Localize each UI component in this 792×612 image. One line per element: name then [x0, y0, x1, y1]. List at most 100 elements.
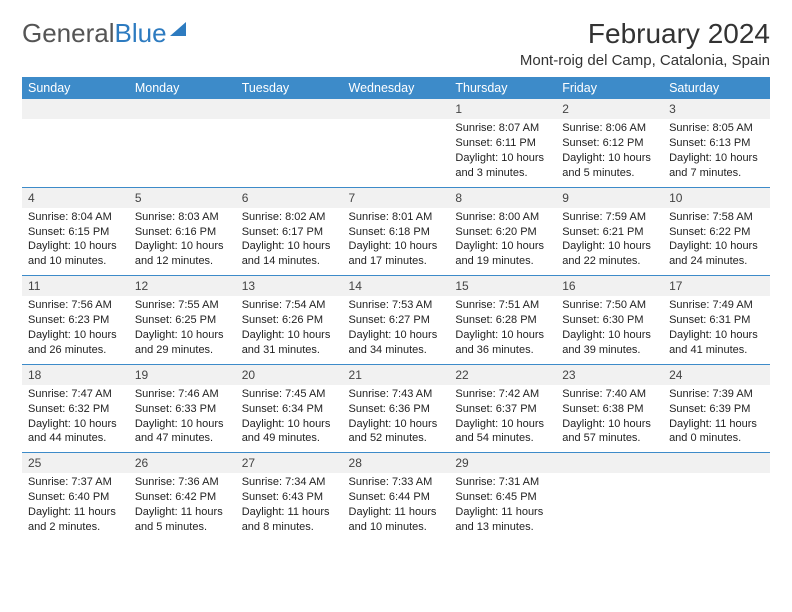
calendar-day-cell: 22Sunrise: 7:42 AMSunset: 6:37 PMDayligh…: [449, 364, 556, 453]
daylight-text: Daylight: 11 hours and 0 minutes.: [669, 417, 764, 447]
calendar-week-row: 11Sunrise: 7:56 AMSunset: 6:23 PMDayligh…: [22, 276, 770, 365]
calendar-week-row: 4Sunrise: 8:04 AMSunset: 6:15 PMDaylight…: [22, 187, 770, 276]
calendar-day-cell: 14Sunrise: 7:53 AMSunset: 6:27 PMDayligh…: [343, 276, 450, 365]
sunset-text: Sunset: 6:30 PM: [562, 313, 657, 328]
calendar-day-cell: 7Sunrise: 8:01 AMSunset: 6:18 PMDaylight…: [343, 187, 450, 276]
calendar-week-row: 18Sunrise: 7:47 AMSunset: 6:32 PMDayligh…: [22, 364, 770, 453]
daylight-text: Daylight: 11 hours and 5 minutes.: [135, 505, 230, 535]
sunset-text: Sunset: 6:15 PM: [28, 225, 123, 240]
calendar-day-cell: 9Sunrise: 7:59 AMSunset: 6:21 PMDaylight…: [556, 187, 663, 276]
sunset-text: Sunset: 6:38 PM: [562, 402, 657, 417]
day-number: 23: [556, 365, 663, 385]
daylight-text: Daylight: 10 hours and 5 minutes.: [562, 151, 657, 181]
sunrise-text: Sunrise: 7:31 AM: [455, 475, 550, 490]
daylight-text: Daylight: 10 hours and 34 minutes.: [349, 328, 444, 358]
daylight-text: Daylight: 10 hours and 36 minutes.: [455, 328, 550, 358]
day-number: 29: [449, 453, 556, 473]
sunrise-text: Sunrise: 8:00 AM: [455, 210, 550, 225]
day-number: 15: [449, 276, 556, 296]
sunrise-text: Sunrise: 7:51 AM: [455, 298, 550, 313]
daylight-text: Daylight: 10 hours and 7 minutes.: [669, 151, 764, 181]
daylight-text: Daylight: 10 hours and 22 minutes.: [562, 239, 657, 269]
calendar-week-row: 25Sunrise: 7:37 AMSunset: 6:40 PMDayligh…: [22, 453, 770, 541]
day-number-empty: [129, 99, 236, 119]
daylight-text: Daylight: 10 hours and 19 minutes.: [455, 239, 550, 269]
day-number: 9: [556, 188, 663, 208]
calendar-day-cell: 19Sunrise: 7:46 AMSunset: 6:33 PMDayligh…: [129, 364, 236, 453]
daylight-text: Daylight: 10 hours and 17 minutes.: [349, 239, 444, 269]
day-number: 3: [663, 99, 770, 119]
calendar-day-cell: 21Sunrise: 7:43 AMSunset: 6:36 PMDayligh…: [343, 364, 450, 453]
daylight-text: Daylight: 10 hours and 52 minutes.: [349, 417, 444, 447]
sunset-text: Sunset: 6:42 PM: [135, 490, 230, 505]
sunset-text: Sunset: 6:23 PM: [28, 313, 123, 328]
day-number: 28: [343, 453, 450, 473]
calendar-day-cell: 13Sunrise: 7:54 AMSunset: 6:26 PMDayligh…: [236, 276, 343, 365]
day-number: 18: [22, 365, 129, 385]
calendar-day-cell: 15Sunrise: 7:51 AMSunset: 6:28 PMDayligh…: [449, 276, 556, 365]
calendar-day-cell: 4Sunrise: 8:04 AMSunset: 6:15 PMDaylight…: [22, 187, 129, 276]
day-header: Saturday: [663, 77, 770, 99]
daylight-text: Daylight: 10 hours and 24 minutes.: [669, 239, 764, 269]
sunset-text: Sunset: 6:21 PM: [562, 225, 657, 240]
sunrise-text: Sunrise: 7:40 AM: [562, 387, 657, 402]
sunrise-text: Sunrise: 8:05 AM: [669, 121, 764, 136]
day-header: Tuesday: [236, 77, 343, 99]
daylight-text: Daylight: 10 hours and 29 minutes.: [135, 328, 230, 358]
calendar-day-cell: 18Sunrise: 7:47 AMSunset: 6:32 PMDayligh…: [22, 364, 129, 453]
daylight-text: Daylight: 10 hours and 49 minutes.: [242, 417, 337, 447]
calendar-day-cell: 27Sunrise: 7:34 AMSunset: 6:43 PMDayligh…: [236, 453, 343, 541]
sunset-text: Sunset: 6:16 PM: [135, 225, 230, 240]
daylight-text: Daylight: 11 hours and 10 minutes.: [349, 505, 444, 535]
daylight-text: Daylight: 10 hours and 41 minutes.: [669, 328, 764, 358]
sunrise-text: Sunrise: 7:46 AM: [135, 387, 230, 402]
sunset-text: Sunset: 6:44 PM: [349, 490, 444, 505]
day-number: 8: [449, 188, 556, 208]
sunrise-text: Sunrise: 7:56 AM: [28, 298, 123, 313]
sunrise-text: Sunrise: 7:37 AM: [28, 475, 123, 490]
day-number: 21: [343, 365, 450, 385]
calendar-day-cell: 26Sunrise: 7:36 AMSunset: 6:42 PMDayligh…: [129, 453, 236, 541]
calendar-day-cell: 25Sunrise: 7:37 AMSunset: 6:40 PMDayligh…: [22, 453, 129, 541]
day-number: 16: [556, 276, 663, 296]
calendar-day-cell: [236, 99, 343, 187]
day-number: 20: [236, 365, 343, 385]
day-number: 26: [129, 453, 236, 473]
sunrise-text: Sunrise: 7:54 AM: [242, 298, 337, 313]
daylight-text: Daylight: 10 hours and 12 minutes.: [135, 239, 230, 269]
logo-triangle-icon: [170, 22, 186, 36]
sunset-text: Sunset: 6:26 PM: [242, 313, 337, 328]
daylight-text: Daylight: 10 hours and 10 minutes.: [28, 239, 123, 269]
sunrise-text: Sunrise: 7:45 AM: [242, 387, 337, 402]
sunset-text: Sunset: 6:13 PM: [669, 136, 764, 151]
sunset-text: Sunset: 6:43 PM: [242, 490, 337, 505]
day-header-row: Sunday Monday Tuesday Wednesday Thursday…: [22, 77, 770, 99]
calendar-day-cell: 17Sunrise: 7:49 AMSunset: 6:31 PMDayligh…: [663, 276, 770, 365]
calendar-day-cell: [663, 453, 770, 541]
calendar-day-cell: 11Sunrise: 7:56 AMSunset: 6:23 PMDayligh…: [22, 276, 129, 365]
calendar-week-row: 1Sunrise: 8:07 AMSunset: 6:11 PMDaylight…: [22, 99, 770, 187]
day-header: Friday: [556, 77, 663, 99]
calendar-day-cell: 1Sunrise: 8:07 AMSunset: 6:11 PMDaylight…: [449, 99, 556, 187]
day-number: 6: [236, 188, 343, 208]
daylight-text: Daylight: 10 hours and 14 minutes.: [242, 239, 337, 269]
sunrise-text: Sunrise: 7:47 AM: [28, 387, 123, 402]
header: GeneralBlue February 2024 Mont-roig del …: [22, 18, 770, 69]
day-number: 22: [449, 365, 556, 385]
sunset-text: Sunset: 6:27 PM: [349, 313, 444, 328]
sunset-text: Sunset: 6:11 PM: [455, 136, 550, 151]
calendar-day-cell: 29Sunrise: 7:31 AMSunset: 6:45 PMDayligh…: [449, 453, 556, 541]
sunset-text: Sunset: 6:37 PM: [455, 402, 550, 417]
calendar-day-cell: 6Sunrise: 8:02 AMSunset: 6:17 PMDaylight…: [236, 187, 343, 276]
calendar-table: Sunday Monday Tuesday Wednesday Thursday…: [22, 77, 770, 541]
sunset-text: Sunset: 6:25 PM: [135, 313, 230, 328]
sunset-text: Sunset: 6:17 PM: [242, 225, 337, 240]
day-number: 14: [343, 276, 450, 296]
daylight-text: Daylight: 10 hours and 57 minutes.: [562, 417, 657, 447]
day-number: 5: [129, 188, 236, 208]
calendar-day-cell: 28Sunrise: 7:33 AMSunset: 6:44 PMDayligh…: [343, 453, 450, 541]
day-number: 10: [663, 188, 770, 208]
sunrise-text: Sunrise: 7:50 AM: [562, 298, 657, 313]
sunset-text: Sunset: 6:12 PM: [562, 136, 657, 151]
calendar-day-cell: [556, 453, 663, 541]
